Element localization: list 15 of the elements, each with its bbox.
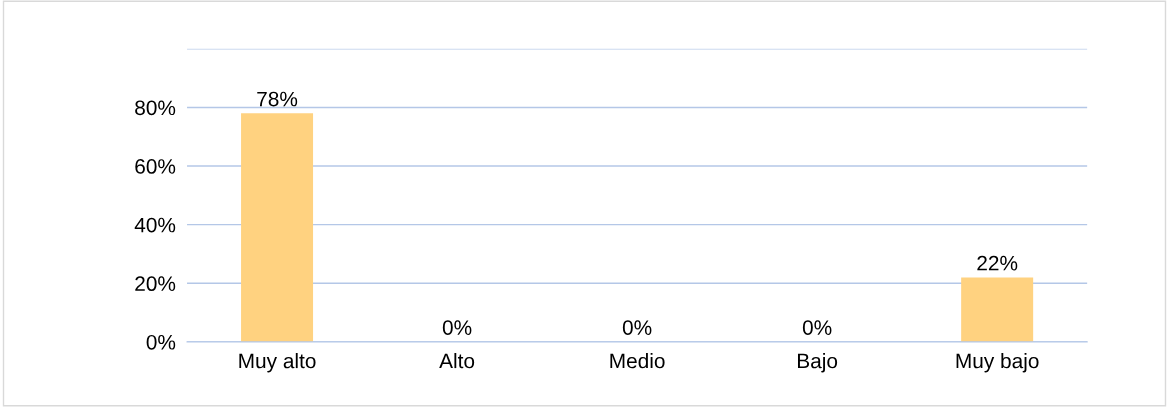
y-tick-label: 60%: [135, 159, 176, 174]
data-label: 0%: [442, 320, 472, 335]
x-tick-label: Muy alto: [239, 352, 316, 373]
data-label: 22%: [977, 255, 1018, 271]
data-label: 78%: [257, 91, 298, 107]
y-tick-label: 0%: [146, 334, 176, 350]
x-tick-label: Alto: [439, 352, 475, 369]
data-label: 0%: [622, 320, 652, 335]
x-tick-label: Bajo: [797, 352, 838, 373]
y-tick-label: 20%: [135, 276, 176, 292]
x-tick-label: Muy bajo: [956, 352, 1039, 373]
y-tick-label: 40%: [134, 217, 176, 233]
y-tick-label: 80%: [135, 100, 176, 116]
data-label: 0%: [802, 320, 832, 335]
x-tick-label: Medio: [610, 352, 665, 369]
